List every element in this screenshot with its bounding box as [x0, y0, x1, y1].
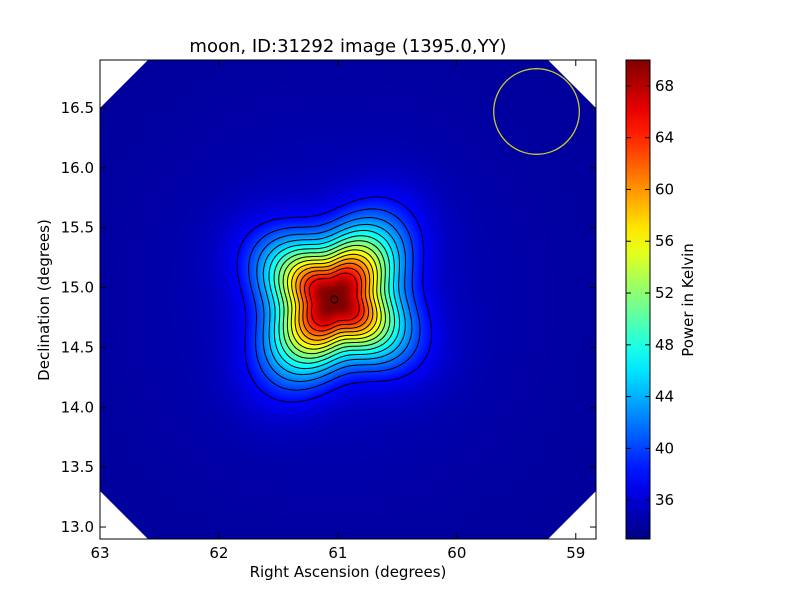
- beam-ellipse: [493, 68, 580, 155]
- heatmap-raster: [100, 60, 596, 539]
- contour-line: [308, 272, 360, 327]
- x-axis-ticks: 63 62 61 60 59: [90, 60, 585, 562]
- x-tick-label: 59: [566, 544, 585, 562]
- masked-corner: [548, 491, 596, 539]
- contour-line: [273, 235, 396, 364]
- x-tick-label: 61: [328, 544, 347, 562]
- y-tick-label: 14.5: [61, 338, 94, 356]
- beam-circle: [493, 68, 580, 155]
- contour-line: [304, 267, 365, 332]
- masked-corner: [548, 60, 596, 108]
- colorbar-tick-label: 68: [655, 77, 674, 95]
- plot-area: 63 62 61 60 59 13.013.514.014.515.015.516.01…: [61, 59, 597, 562]
- source-marker-circle: [330, 295, 339, 304]
- contour-line: [268, 229, 401, 370]
- colorbar-tick-label: 52: [655, 284, 674, 302]
- y-tick-label: 13.5: [61, 458, 94, 476]
- contour-line: [236, 196, 432, 403]
- masked-corner: [100, 491, 148, 539]
- y-tick-label: 15.5: [61, 219, 94, 237]
- contour-line: [256, 216, 413, 383]
- y-axis-ticks: 13.0 13.5 14.0 14.5 15.0 15.5 16.0 16.5: [61, 99, 596, 536]
- contour-line: [282, 244, 387, 355]
- contour-line: [295, 258, 374, 341]
- source-marker: [330, 295, 339, 304]
- colorbar-tick-label: 56: [655, 232, 674, 250]
- y-tick-label: 16.5: [61, 99, 94, 117]
- contour-lines: [236, 196, 432, 403]
- colorbar-tick-label: 64: [655, 129, 674, 147]
- colorbar: 36 40 44 48 52 56 60 64 68 Power in Kelvin: [625, 59, 697, 540]
- colorbar-tick-label: 44: [655, 388, 674, 406]
- colorbar-tick-label: 40: [655, 439, 674, 457]
- contour-line: [291, 253, 378, 346]
- heatmap-image: [100, 60, 596, 539]
- colorbar-gradient: [625, 59, 651, 540]
- colorbar-tick-label: 60: [655, 180, 674, 198]
- x-axis-label: Right Ascension (degrees): [250, 563, 447, 581]
- contour-line: [278, 240, 391, 359]
- x-tick-label: 62: [209, 544, 228, 562]
- colorbar-tick-label: 36: [655, 491, 674, 509]
- colorbar-ticks: 36 40 44 48 52 56 60 64 68: [626, 77, 674, 509]
- chart-title: moon, ID:31292 image (1395.0,YY): [189, 36, 506, 57]
- contour-line: [286, 249, 382, 350]
- y-tick-label: 14.0: [61, 398, 94, 416]
- contour-line: [262, 223, 406, 376]
- colorbar-tick-label: 48: [655, 336, 674, 354]
- masked-corner: [100, 60, 148, 108]
- y-tick-label: 16.0: [61, 159, 94, 177]
- y-tick-label: 13.0: [61, 518, 94, 536]
- plot-frame: [99, 59, 597, 540]
- x-tick-label: 63: [90, 544, 109, 562]
- y-axis-label: Declination (degrees): [35, 219, 53, 381]
- contour-line: [248, 208, 421, 391]
- y-tick-label: 15.0: [61, 279, 94, 297]
- contour-line: [299, 262, 370, 337]
- colorbar-label: Power in Kelvin: [679, 243, 697, 357]
- x-tick-label: 60: [447, 544, 466, 562]
